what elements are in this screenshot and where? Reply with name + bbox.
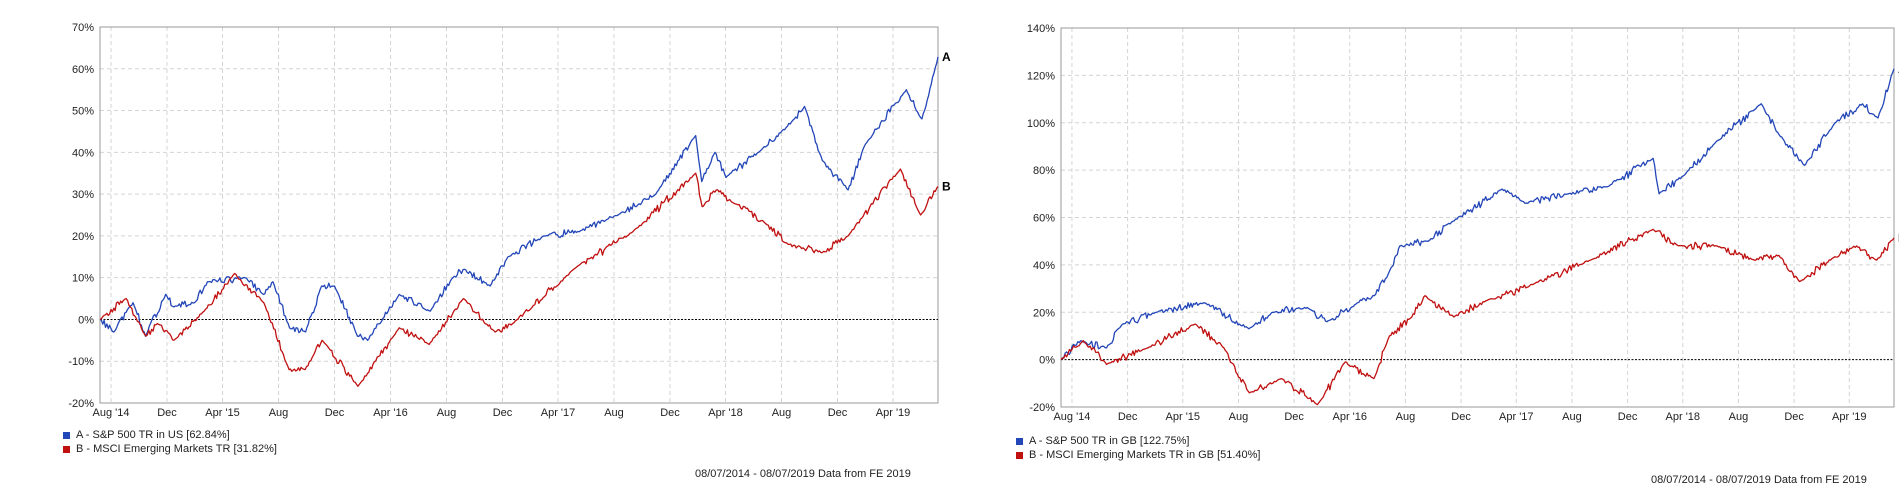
left-x-tick-label: Apr '16 — [373, 407, 408, 419]
left-y-tick-label: 30% — [72, 189, 94, 201]
left-x-tick-label: Dec — [325, 407, 345, 419]
right-x-tick-label: Aug — [1396, 411, 1416, 423]
left-legend-swatch-a — [63, 431, 70, 439]
right-x-tick-label: Dec — [1451, 411, 1471, 423]
left-y-tick-label: -10% — [68, 356, 94, 368]
left-chart: -20% -10% 0% 10% 20% 30% 40% 50% 60% 70% Aug '14 De… — [68, 22, 951, 419]
right-legend-item-a: A - S&P 500 TR in GB [122.75%] — [1016, 434, 1260, 448]
right-x-tick-label: Apr '15 — [1166, 411, 1201, 423]
right-y-tick-label: 120% — [1027, 70, 1055, 82]
left-x-tick-label: Aug — [772, 407, 792, 419]
right-x-tick-label: Apr '18 — [1666, 411, 1701, 423]
right-x-tick-label: Dec — [1784, 411, 1804, 423]
left-plot-frame — [99, 26, 939, 404]
right-x-tick-label: Dec — [1618, 411, 1638, 423]
left-series-b-end-label: B — [942, 180, 951, 194]
left-legend-swatch-b — [63, 445, 70, 453]
right-series-a-line — [1060, 68, 1895, 361]
left-series-a-line — [99, 56, 939, 341]
left-x-tick-label: Aug — [269, 407, 289, 419]
left-x-tick-label: Aug — [604, 407, 624, 419]
right-legend: A - S&P 500 TR in GB [122.75%] B - MSCI … — [1016, 434, 1260, 462]
left-series-a-end-label: A — [942, 50, 951, 64]
right-y-tick-label: -20% — [1029, 402, 1055, 414]
right-y-tick-label: 20% — [1033, 307, 1055, 319]
right-chart: -20% 0% 20% 40% 60% 80% 100% 120% 140% Aug '14 Dec… — [1027, 23, 1899, 423]
right-x-tick-label: Aug '14 — [1053, 411, 1090, 423]
right-y-tick-label: 140% — [1027, 23, 1055, 35]
left-x-tick-label: Apr '15 — [205, 407, 240, 419]
left-y-tick-label: 40% — [72, 147, 94, 159]
left-legend-label-a: A - S&P 500 TR in US [62.84%] — [76, 429, 230, 441]
left-legend: A - S&P 500 TR in US [62.84%] B - MSCI E… — [63, 428, 277, 456]
right-x-tick-label: Apr '16 — [1333, 411, 1368, 423]
right-x-tick-label: Dec — [1118, 411, 1138, 423]
left-y-tick-label: -20% — [68, 398, 94, 410]
left-legend-item-a: A - S&P 500 TR in US [62.84%] — [63, 428, 277, 442]
right-plot-frame — [1060, 27, 1895, 408]
left-x-tick-label: Dec — [828, 407, 848, 419]
right-y-tick-label: 80% — [1033, 165, 1055, 177]
right-x-tick-label: Aug — [1562, 411, 1582, 423]
right-x-tick-label: Dec — [1284, 411, 1304, 423]
left-y-tick-label: 10% — [72, 273, 94, 285]
left-x-tick-label: Dec — [157, 407, 177, 419]
right-x-tick-label: Aug — [1729, 411, 1749, 423]
left-y-tick-label: 50% — [72, 106, 94, 118]
left-legend-item-b: B - MSCI Emerging Markets TR [31.82%] — [63, 442, 277, 456]
right-x-tick-label: Aug — [1229, 411, 1249, 423]
right-y-tick-label: 60% — [1033, 213, 1055, 225]
right-legend-swatch-a — [1016, 437, 1023, 445]
left-x-tick-label: Dec — [660, 407, 680, 419]
right-legend-swatch-b — [1016, 451, 1023, 459]
left-y-tick-label: 60% — [72, 64, 94, 76]
right-x-tick-label: Apr '19 — [1832, 411, 1867, 423]
right-legend-item-b: B - MSCI Emerging Markets TR in GB [51.4… — [1016, 448, 1260, 462]
right-legend-label-a: A - S&P 500 TR in GB [122.75%] — [1029, 435, 1190, 447]
right-y-tick-label: 100% — [1027, 118, 1055, 130]
left-x-tick-label: Dec — [493, 407, 513, 419]
left-x-tick-label: Aug — [437, 407, 457, 419]
left-x-tick-label: Apr '19 — [876, 407, 911, 419]
right-y-tick-label: 0% — [1039, 355, 1055, 367]
left-y-tick-label: 0% — [78, 314, 94, 326]
left-series-b-line — [99, 168, 939, 387]
left-legend-label-b: B - MSCI Emerging Markets TR [31.82%] — [76, 443, 277, 455]
left-x-tick-label: Apr '17 — [541, 407, 576, 419]
right-x-tick-label: Apr '17 — [1499, 411, 1534, 423]
right-legend-label-b: B - MSCI Emerging Markets TR in GB [51.4… — [1029, 449, 1261, 461]
left-x-tick-label: Aug '14 — [93, 407, 130, 419]
left-y-tick-label: 20% — [72, 231, 94, 243]
right-footer: 08/07/2014 - 08/07/2019 Data from FE 201… — [1651, 474, 1867, 486]
left-plot-area — [100, 27, 938, 403]
right-y-tick-label: 40% — [1033, 260, 1055, 272]
right-series-b-line — [1060, 228, 1895, 406]
left-footer: 08/07/2014 - 08/07/2019 Data from FE 201… — [695, 468, 911, 480]
left-x-tick-label: Apr '18 — [708, 407, 743, 419]
left-y-tick-label: 70% — [72, 22, 94, 34]
